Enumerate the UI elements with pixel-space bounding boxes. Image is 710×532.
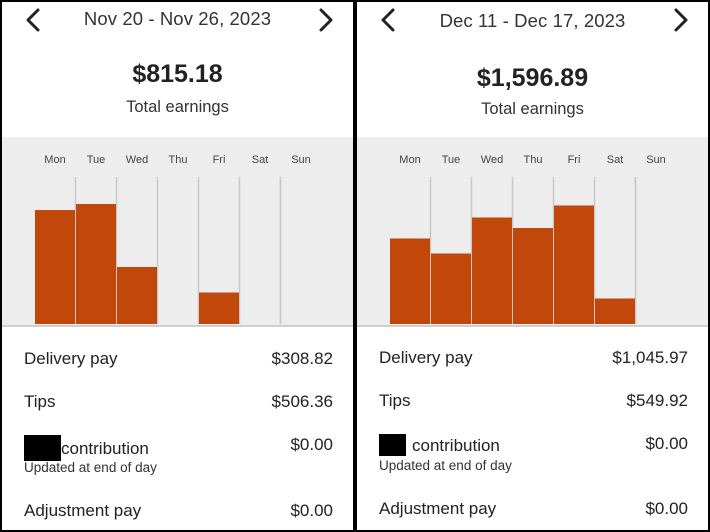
week-range: Nov 20 - Nov 26, 2023 xyxy=(83,8,272,29)
total-earnings-label: Total earnings xyxy=(481,100,584,118)
tips-row[interactable]: Tips $506.36 xyxy=(24,386,333,416)
bar-fri[interactable] xyxy=(554,205,594,325)
bar-fri[interactable] xyxy=(199,292,239,325)
earnings-panel-right: Dec 11 - Dec 17, 2023 $1,596.89 Total ea… xyxy=(357,2,708,530)
total-earnings-amount: $815.18 xyxy=(132,60,223,88)
day-label-thu: Thu xyxy=(524,154,543,166)
day-label-sat: Sat xyxy=(607,154,624,166)
daily-earnings-chart: Mon Tue Wed Thu Fri Sat Sun xyxy=(2,137,353,327)
day-label-mon: Mon xyxy=(399,154,420,166)
earnings-breakdown: Delivery pay $1,045.97 Tips $549.92 cont… xyxy=(357,325,708,530)
bar-wed[interactable] xyxy=(472,217,512,325)
day-label-mon: Mon xyxy=(44,154,65,166)
chevron-left-icon[interactable] xyxy=(375,6,403,34)
delivery-pay-value: $1,045.97 xyxy=(612,348,688,367)
daily-earnings-chart-svg: Mon Tue Wed Thu Fri Sat Sun xyxy=(390,154,666,325)
bar-mon[interactable] xyxy=(35,210,75,324)
chevron-left-icon[interactable] xyxy=(20,6,48,34)
contribution-label: contribution xyxy=(412,436,500,455)
contribution-note: Updated at end of day xyxy=(379,458,512,473)
tips-row[interactable]: Tips $549.92 xyxy=(379,385,688,415)
bar-sat[interactable] xyxy=(595,298,635,325)
redacted-block xyxy=(379,434,406,456)
adjustment-pay-row[interactable]: Adjustment pay $0.00 xyxy=(379,493,688,523)
daily-earnings-chart-svg: Mon Tue Wed Thu Fri Sat Sun xyxy=(35,154,311,325)
delivery-pay-label: Delivery pay xyxy=(24,349,118,368)
contribution-row[interactable]: contribution $0.00 Updated at end of day xyxy=(24,429,333,475)
earnings-panel-left: Nov 20 - Nov 26, 2023 $815.18 Total earn… xyxy=(2,2,353,530)
day-label-wed: Wed xyxy=(481,154,503,166)
day-label-tue: Tue xyxy=(87,154,106,166)
bar-mon[interactable] xyxy=(390,238,430,325)
contribution-label-wrap: contribution xyxy=(379,434,500,456)
adjustment-pay-label: Adjustment pay xyxy=(24,501,142,520)
tips-value: $549.92 xyxy=(626,391,688,410)
day-label-fri: Fri xyxy=(568,154,581,166)
adjustment-pay-value: $0.00 xyxy=(645,499,688,518)
bar-tue[interactable] xyxy=(76,204,116,324)
adjustment-pay-row[interactable]: Adjustment pay $0.00 xyxy=(24,495,333,525)
tips-value: $506.36 xyxy=(271,392,333,411)
adjustment-pay-label: Adjustment pay xyxy=(379,499,497,518)
delivery-pay-label: Delivery pay xyxy=(379,348,473,367)
tips-label: Tips xyxy=(24,392,56,411)
adjustment-pay-value: $0.00 xyxy=(290,501,333,520)
day-label-wed: Wed xyxy=(126,154,148,166)
chevron-right-icon[interactable] xyxy=(666,6,694,34)
contribution-value: $0.00 xyxy=(290,435,333,454)
bar-thu[interactable] xyxy=(513,228,553,324)
contribution-value: $0.00 xyxy=(645,434,688,453)
day-label-sat: Sat xyxy=(252,154,269,166)
day-label-sun: Sun xyxy=(291,154,311,166)
day-label-fri: Fri xyxy=(213,154,226,166)
day-label-sun: Sun xyxy=(646,154,666,166)
total-earnings-label: Total earnings xyxy=(126,98,229,116)
week-header: Nov 20 - Nov 26, 2023 xyxy=(2,2,353,38)
redacted-block xyxy=(24,435,61,461)
total-earnings-amount: $1,596.89 xyxy=(476,64,589,92)
bar-tue[interactable] xyxy=(431,253,471,325)
delivery-pay-row[interactable]: Delivery pay $1,045.97 xyxy=(379,342,688,372)
day-label-thu: Thu xyxy=(169,154,188,166)
bar-wed[interactable] xyxy=(117,267,157,324)
contribution-label: contribution xyxy=(61,439,149,458)
tips-label: Tips xyxy=(379,391,411,410)
earnings-breakdown: Delivery pay $308.82 Tips $506.36 contri… xyxy=(2,325,353,530)
delivery-pay-row[interactable]: Delivery pay $308.82 xyxy=(24,343,333,373)
week-range: Dec 11 - Dec 17, 2023 xyxy=(439,10,626,31)
chevron-right-icon[interactable] xyxy=(311,6,339,34)
contribution-note: Updated at end of day xyxy=(24,460,157,475)
week-header: Dec 11 - Dec 17, 2023 xyxy=(357,2,708,38)
contribution-row[interactable]: contribution $0.00 Updated at end of day xyxy=(379,428,688,473)
daily-earnings-chart: Mon Tue Wed Thu Fri Sat Sun xyxy=(357,137,708,327)
day-label-tue: Tue xyxy=(442,154,461,166)
contribution-label-wrap: contribution xyxy=(24,435,149,461)
delivery-pay-value: $308.82 xyxy=(271,349,333,368)
